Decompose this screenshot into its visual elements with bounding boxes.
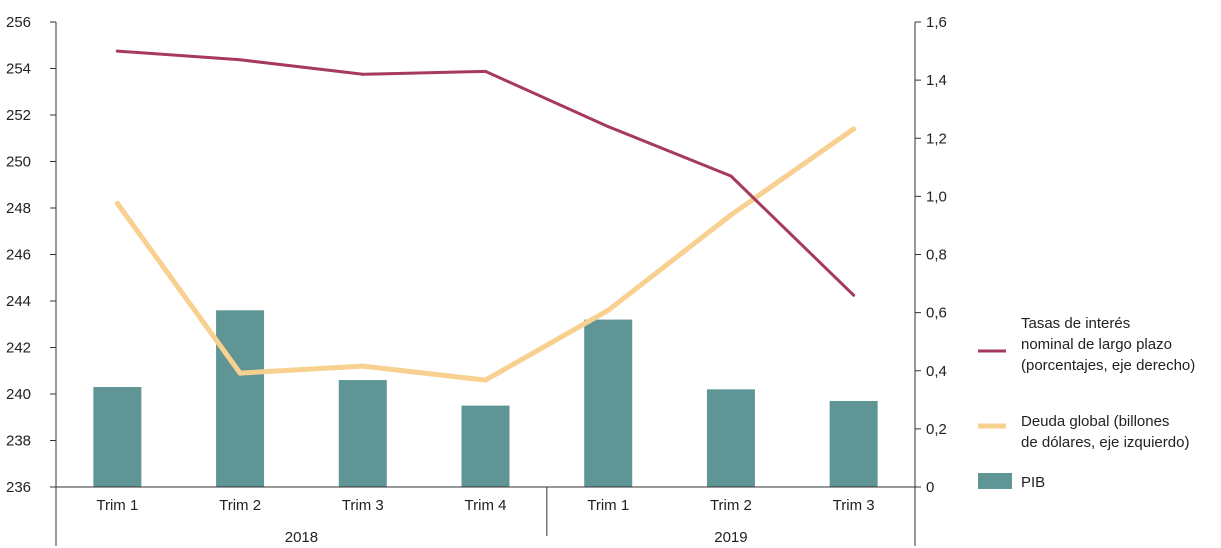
- bar-pib-3: [338, 380, 387, 487]
- group-label-2018: 2018: [285, 529, 318, 546]
- left-tick-label: 248: [6, 200, 31, 217]
- left-tick-label: 254: [6, 61, 31, 78]
- point-tasas-interes-1: [115, 49, 119, 53]
- point-deuda-global-5: [605, 307, 611, 313]
- left-tick-label: 242: [6, 340, 31, 357]
- left-tick-label: 252: [6, 107, 31, 124]
- left-tick-label: 240: [6, 386, 31, 403]
- right-tick-label: 0,6: [926, 305, 947, 322]
- right-tick-label: 1,0: [926, 188, 947, 205]
- group-label-2019: 2019: [714, 529, 747, 546]
- right-tick-label: 0,2: [926, 421, 947, 438]
- x-tick-label: Trim 3: [342, 497, 384, 514]
- bar-pib-2: [216, 310, 265, 487]
- left-tick-label: 256: [6, 14, 31, 31]
- point-tasas-interes-4: [484, 69, 487, 73]
- bar-pib-6: [706, 389, 755, 487]
- point-deuda-global-4: [483, 377, 488, 383]
- legend-label-tasas: Tasas de interés: [1021, 315, 1130, 332]
- left-tick-label: 250: [6, 154, 31, 171]
- point-tasas-interes-2: [238, 58, 242, 62]
- right-tick-label: 0: [926, 479, 934, 496]
- legend-swatch-pib: [978, 473, 1012, 489]
- left-tick-label: 244: [6, 293, 31, 310]
- point-deuda-global-1: [114, 200, 120, 206]
- point-tasas-interes-7: [852, 293, 856, 297]
- bar-pib-4: [461, 405, 510, 487]
- legend-label-tasas: (porcentajes, eje derecho): [1021, 357, 1195, 374]
- point-deuda-global-3: [360, 363, 366, 369]
- right-tick-label: 0,4: [926, 363, 947, 380]
- point-tasas-interes-3: [361, 72, 365, 76]
- x-tick-label: Trim 1: [587, 497, 629, 514]
- x-tick-label: Trim 2: [710, 497, 752, 514]
- x-tick-label: Trim 3: [833, 497, 875, 514]
- point-tasas-interes-6: [729, 174, 733, 178]
- bar-pib-5: [584, 319, 633, 487]
- legend-label-deuda: Deuda global (billones: [1021, 413, 1169, 430]
- x-tick-label: Trim 1: [96, 497, 138, 514]
- right-tick-label: 1,6: [926, 14, 947, 31]
- legend-label-tasas: nominal de largo plazo: [1021, 336, 1172, 353]
- right-tick-label: 1,4: [926, 72, 947, 89]
- right-tick-label: 1,2: [926, 130, 947, 147]
- point-deuda-global-6: [728, 212, 734, 218]
- right-tick-label: 0,8: [926, 247, 947, 264]
- x-tick-label: Trim 2: [219, 497, 261, 514]
- point-deuda-global-2: [237, 370, 243, 376]
- left-tick-label: 236: [6, 479, 31, 496]
- bar-pib-7: [829, 400, 878, 487]
- legend-label-deuda: de dólares, eje izquierdo): [1021, 434, 1189, 451]
- left-tick-label: 238: [6, 433, 31, 450]
- x-tick-label: Trim 4: [465, 497, 507, 514]
- left-tick-label: 246: [6, 247, 31, 264]
- legend-label-pib: PIB: [1021, 474, 1045, 491]
- point-tasas-interes-5: [606, 125, 610, 129]
- point-deuda-global-7: [851, 126, 857, 132]
- bar-pib-1: [93, 387, 142, 487]
- line-tasas-interes: [115, 49, 856, 297]
